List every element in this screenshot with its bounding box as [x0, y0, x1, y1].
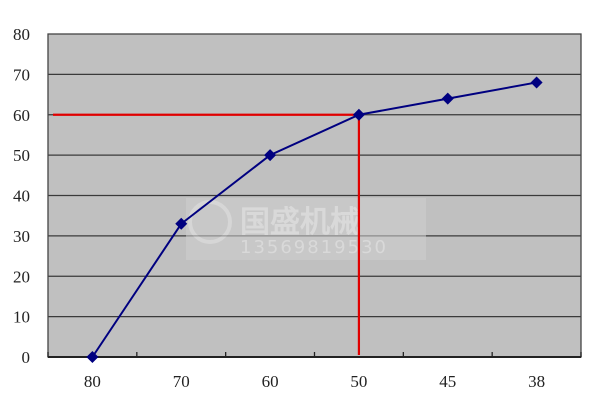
y-tick-label: 50 [13, 146, 30, 165]
y-tick-label: 70 [13, 65, 30, 84]
x-tick-label: 60 [262, 372, 279, 391]
y-tick-label: 40 [13, 187, 30, 206]
watermark: 国盛机械 13569819530 [186, 198, 426, 260]
y-tick-label: 0 [22, 348, 31, 367]
y-tick-label: 20 [13, 267, 30, 286]
data-point-marker [530, 76, 543, 89]
data-point-marker [175, 217, 188, 230]
data-point-marker [86, 351, 99, 363]
data-point-marker [441, 92, 454, 105]
x-tick-label: 70 [173, 372, 190, 391]
x-tick-label: 38 [528, 372, 545, 391]
x-tick-label: 80 [84, 372, 101, 391]
y-tick-label: 60 [13, 106, 30, 125]
data-point-marker [352, 108, 365, 121]
y-tick-label: 10 [13, 308, 30, 327]
y-tick-label: 30 [13, 227, 30, 246]
y-tick-label: 80 [13, 25, 30, 44]
x-tick-label: 50 [350, 372, 367, 391]
data-point-marker [264, 149, 277, 162]
series-line [91, 81, 537, 358]
x-tick-label: 45 [439, 372, 456, 391]
svg-text:国盛机械: 国盛机械 [240, 205, 360, 240]
svg-text:13569819530: 13569819530 [240, 237, 388, 258]
